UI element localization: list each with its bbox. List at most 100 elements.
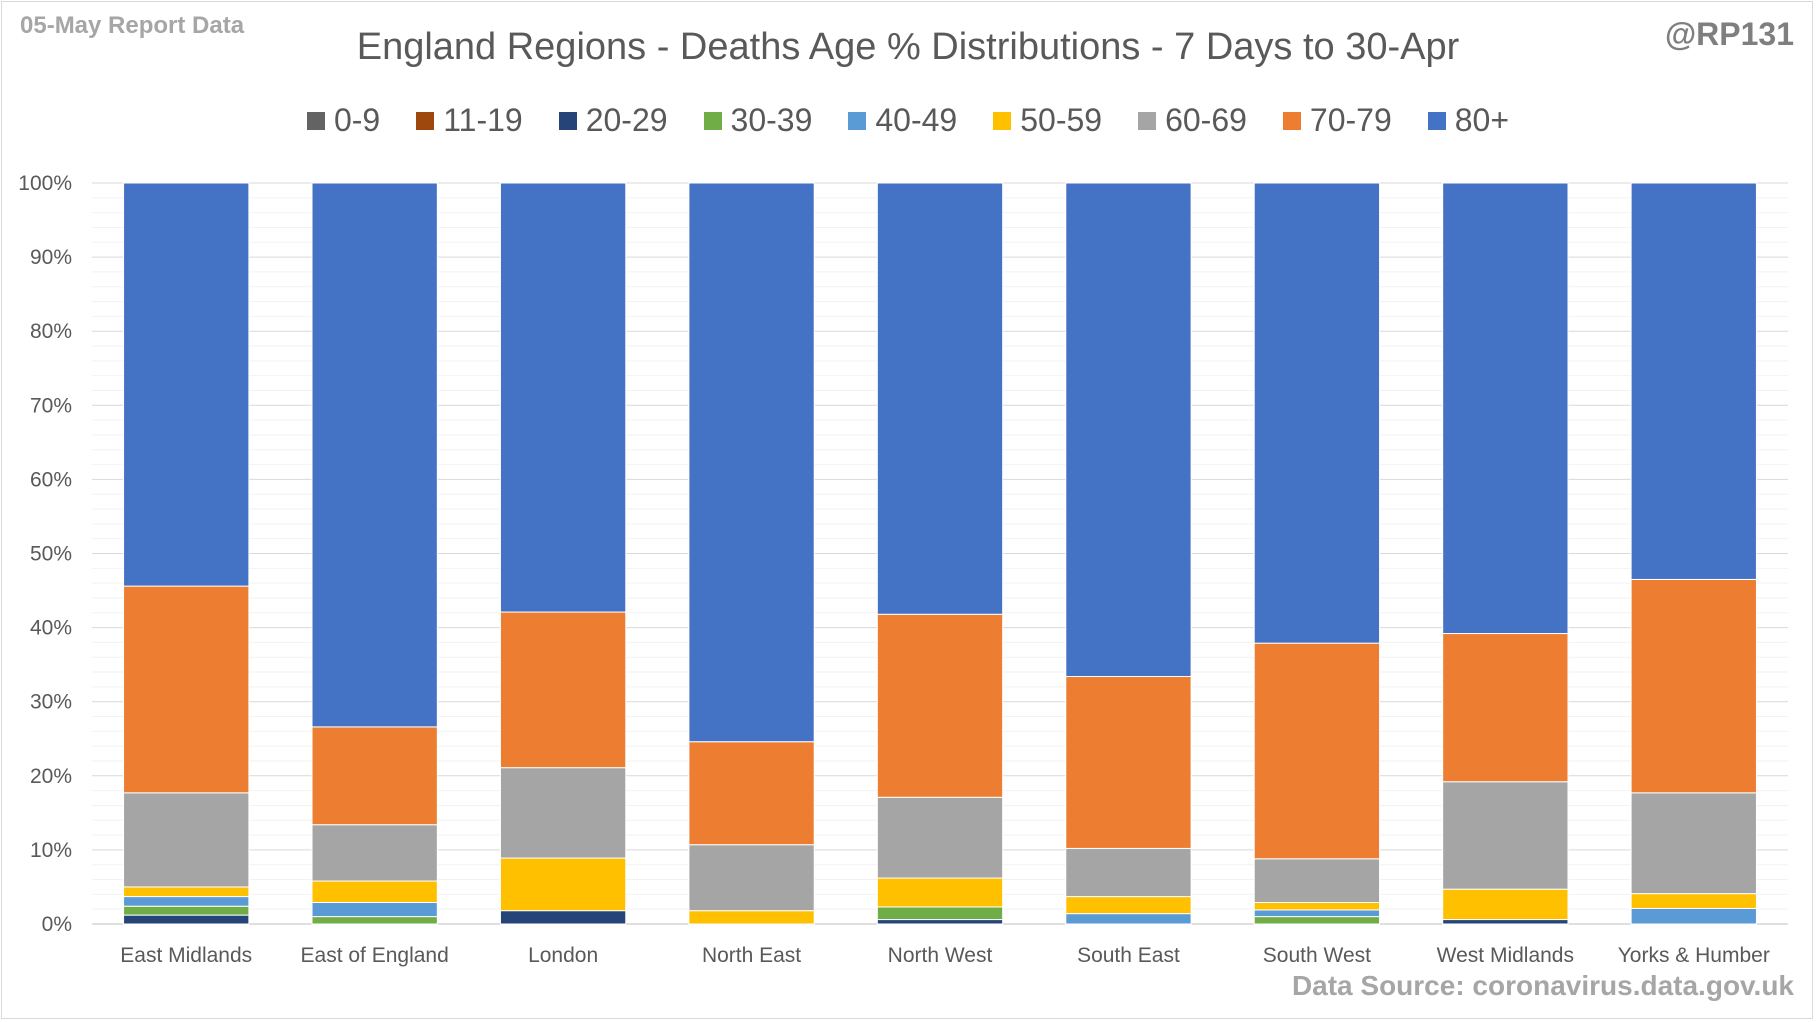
bar-segment	[123, 792, 250, 888]
legend-swatch	[416, 111, 435, 130]
y-tick-label: 10%	[30, 839, 72, 862]
data-source-label: Data Source: coronavirus.data.gov.uk	[1291, 970, 1794, 1001]
bar-segment	[1442, 781, 1569, 890]
bar-segment	[311, 824, 438, 882]
y-tick-label: 80%	[30, 320, 72, 343]
author-handle: @RP131	[1664, 16, 1794, 52]
bar-segment	[311, 916, 438, 925]
legend-label: 60-69	[1165, 102, 1247, 138]
report-date-label: 05-May Report Data	[20, 12, 245, 39]
bar-segment	[1253, 182, 1381, 644]
bar-segment	[1065, 676, 1192, 849]
legend-item: 80+	[1427, 102, 1510, 139]
x-category-label: North East	[702, 944, 801, 967]
bar-segment	[1253, 858, 1381, 904]
legend-item: 60-69	[1138, 102, 1247, 139]
x-category-label: London	[528, 944, 598, 967]
y-tick-label: 20%	[30, 765, 72, 788]
legend-label: 30-39	[730, 102, 813, 138]
legend-item: 40-49	[848, 102, 957, 139]
bar-segment	[499, 611, 627, 769]
bar-segment	[1253, 916, 1381, 925]
bar-segment	[876, 182, 1004, 615]
bar-segment	[123, 905, 250, 916]
bar-segment	[311, 726, 438, 826]
bar-segment	[1253, 902, 1381, 911]
chart-title: England Regions - Deaths Age % Distribut…	[356, 26, 1460, 68]
legend-item: 0-9	[306, 102, 381, 139]
bar-segment	[1065, 182, 1192, 678]
bar-segment	[499, 910, 627, 925]
bar-segment	[876, 906, 1004, 921]
legend-item: 11-19	[416, 102, 523, 139]
legend-label: 80+	[1454, 102, 1510, 138]
bar-segment	[123, 182, 250, 587]
bar-segment	[1065, 896, 1192, 915]
bar-segment	[1630, 182, 1757, 580]
legend-item: 70-79	[1282, 102, 1392, 139]
chart-legend: 0-9 11-19 20-29 30-39 40-49 50-59 60-69 70-79 80…	[0, 102, 1816, 139]
bar-segment	[499, 857, 627, 912]
legend-item: 20-29	[558, 102, 668, 139]
legend-swatch	[848, 111, 867, 130]
legend-swatch	[558, 111, 577, 130]
bar-segment	[311, 182, 438, 728]
bar-segment	[876, 919, 1004, 925]
bar-segment	[1630, 893, 1757, 909]
bar-segment	[876, 796, 1004, 879]
x-category-label: West Midlands	[1437, 944, 1574, 967]
legend-swatch	[306, 111, 325, 130]
y-tick-label: 60%	[30, 468, 72, 491]
bar-segment	[688, 844, 815, 912]
y-tick-label: 30%	[30, 691, 72, 714]
bar-segment	[311, 880, 438, 904]
bar-segment	[876, 877, 1004, 908]
legend-label: 70-79	[1309, 102, 1392, 138]
bar-segment	[1442, 888, 1569, 921]
legend-label: 11-19	[443, 102, 523, 138]
bar-segment	[876, 613, 1004, 798]
bar-segment	[123, 914, 250, 925]
x-category-label: Yorks & Humber	[1618, 944, 1770, 967]
legend-label: 40-49	[875, 102, 958, 138]
bar-segment	[1442, 919, 1569, 925]
legend-item: 50-59	[993, 102, 1102, 139]
x-category-label: East of England	[301, 944, 449, 967]
x-category-label: North West	[888, 944, 993, 967]
y-tick-label: 40%	[30, 617, 72, 640]
legend-swatch	[1282, 111, 1301, 130]
bar-segment	[123, 886, 250, 898]
bar-segment	[688, 741, 815, 846]
legend-swatch	[703, 111, 722, 130]
x-category-label: South West	[1263, 944, 1371, 967]
bar-segment	[1630, 907, 1757, 925]
bar-segment	[499, 767, 627, 859]
bar-segment	[1630, 578, 1757, 794]
bar-segment	[1065, 913, 1192, 925]
bar-segment	[311, 902, 438, 918]
bar-segment	[1253, 642, 1381, 860]
bar-segment	[123, 896, 250, 907]
bar-segment	[688, 910, 815, 925]
x-category-label: South East	[1077, 944, 1180, 967]
legend-label: 0-9	[333, 102, 381, 138]
legend-label: 20-29	[585, 102, 668, 138]
bar-segment	[1442, 633, 1569, 783]
bar-segment	[123, 585, 250, 794]
y-tick-label: 50%	[30, 543, 72, 566]
legend-swatch	[993, 111, 1012, 130]
legend-label: 50-59	[1020, 102, 1103, 138]
x-category-label: East Midlands	[120, 944, 252, 967]
legend-swatch	[1427, 111, 1446, 130]
bar-segment	[1065, 847, 1192, 898]
legend-swatch	[1138, 111, 1157, 130]
bar-segment	[688, 182, 815, 743]
y-tick-label: 100%	[18, 172, 72, 195]
bar-segment	[1630, 792, 1757, 895]
bar-segment	[1442, 182, 1569, 635]
y-tick-label: 0%	[42, 913, 72, 936]
y-tick-label: 90%	[30, 246, 72, 269]
y-tick-label: 70%	[30, 394, 72, 417]
bar-segment	[499, 182, 627, 613]
